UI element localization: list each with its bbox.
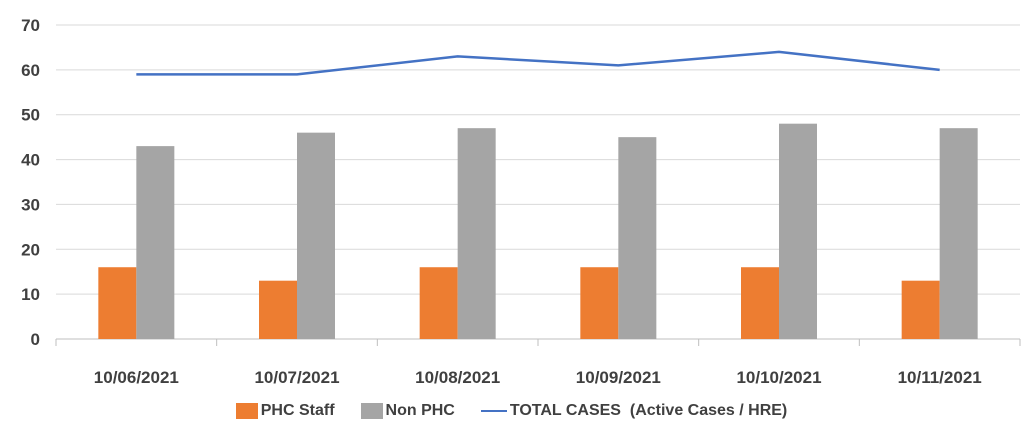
legend-label-total-cases: TOTAL CASES (Active Cases / HRE) [509,402,788,419]
bar-phc-staff [419,267,458,339]
legend-item-non-phc: Non PHC [360,402,455,420]
y-tick-label: 0 [31,330,40,349]
bar-non-phc [618,137,657,339]
bar-non-phc [457,128,496,339]
y-tick-label: 10 [21,285,40,304]
y-tick-label: 70 [21,16,40,35]
y-axis-ticks: 0 10 20 30 40 50 60 70 [21,16,40,349]
bar-non-phc [297,132,335,339]
bar-phc-staff [259,280,297,339]
legend-swatch-phc-staff [235,403,258,419]
bars [98,123,978,339]
x-tick-label: 10/06/2021 [94,368,179,387]
legend-swatch-total-cases [480,410,507,412]
y-tick-label: 30 [21,195,40,214]
bar-non-phc [136,146,175,339]
bar-phc-staff [98,267,137,339]
legend-item-phc-staff: PHC Staff [235,402,335,420]
total-cases-line [136,50,940,76]
y-tick-label: 50 [21,106,40,125]
y-tick-label: 40 [21,151,40,170]
x-tick-label: 10/08/2021 [415,368,500,387]
x-tick-label: 10/10/2021 [736,368,821,387]
x-tick-label: 10/11/2021 [898,368,982,387]
bar-phc-staff [901,280,940,339]
legend-swatch-non-phc [360,403,383,419]
legend: PHC Staff Non PHC TOTAL CASES (Active Ca… [0,398,1023,424]
x-tick-label: 10/09/2021 [576,368,661,387]
y-tick-label: 20 [21,240,40,259]
series-line-total-cases [136,50,940,76]
y-tick-label: 60 [21,61,40,80]
x-tick-label: 10/07/2021 [254,368,339,387]
legend-label-non-phc: Non PHC [385,402,455,419]
legend-label-phc-staff: PHC Staff [260,402,335,419]
legend-item-total-cases: TOTAL CASES (Active Cases / HRE) [480,402,788,420]
bar-non-phc [939,128,978,339]
bar-phc-staff [741,267,779,339]
bar-non-phc [779,123,817,339]
bar-phc-staff [580,267,619,339]
gridlines [56,24,1020,340]
x-axis-ticks: 10/06/2021 10/07/2021 10/08/2021 10/09/2021… [55,339,1021,387]
